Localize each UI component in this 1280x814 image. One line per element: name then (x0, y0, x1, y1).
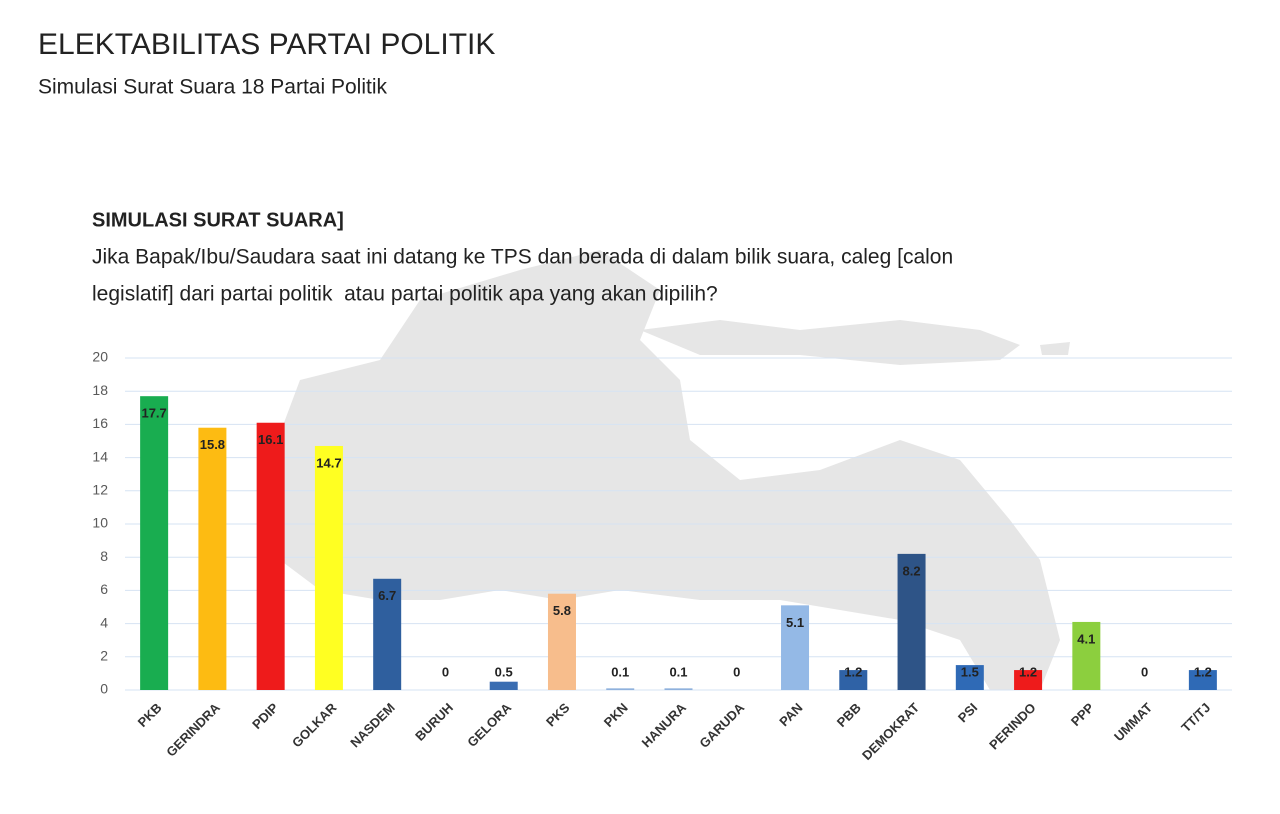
y-tick-label: 0 (100, 681, 108, 697)
bar (781, 605, 810, 690)
x-tick-label: PDIP (249, 700, 281, 732)
x-tick-label: GARUDA (696, 700, 747, 751)
y-tick-label: 20 (92, 349, 108, 365)
bar (373, 578, 402, 690)
bar (955, 665, 984, 690)
value-label: 4.1 (1077, 631, 1095, 646)
bar (314, 445, 343, 690)
question-header: SIMULASI SURAT SUARA] (92, 209, 344, 231)
value-label: 0.5 (495, 664, 513, 679)
title: ELEKTABILITAS PARTAI POLITIK (38, 28, 495, 61)
x-tick-label: DEMOKRAT (859, 700, 922, 763)
y-tick-label: 14 (92, 448, 108, 464)
y-tick-label: 6 (100, 581, 108, 597)
x-tick-label: PPP (1068, 700, 1097, 729)
x-tick-label: PBB (834, 700, 864, 730)
x-tick-label: PSI (955, 700, 980, 725)
bar (489, 681, 518, 690)
value-label: 14.7 (316, 455, 341, 470)
value-label: 0 (733, 664, 740, 679)
x-tick-label: PKN (601, 700, 631, 730)
value-label: 8.2 (903, 563, 921, 578)
value-label: 0.1 (669, 664, 687, 679)
x-tick-label: HANURA (639, 700, 690, 751)
x-tick-label: NASDEM (347, 700, 397, 750)
x-tick-label: UMMAT (1111, 700, 1155, 744)
value-label: 1.2 (1194, 664, 1212, 679)
x-tick-label: GERINDRA (163, 700, 223, 760)
value-label: 5.1 (786, 615, 804, 630)
y-tick-label: 16 (92, 415, 108, 431)
x-tick-label: PKB (135, 700, 165, 730)
value-label: 17.7 (141, 406, 166, 421)
question-line: Jika Bapak/Ibu/Saudara saat ini datang k… (92, 246, 953, 269)
bar (1072, 621, 1101, 690)
x-tick-label: TT/TJ (1178, 700, 1213, 735)
bar (547, 593, 576, 690)
bar (140, 396, 169, 690)
bar (256, 422, 285, 690)
value-label: 1.5 (961, 664, 979, 679)
y-tick-label: 8 (100, 548, 108, 564)
x-tick-label: PERINDO (986, 700, 1038, 752)
x-tick-label: BURUH (412, 700, 456, 744)
bar (198, 427, 227, 690)
bar (664, 688, 693, 690)
x-tick-label: GOLKAR (289, 700, 340, 751)
value-label: 6.7 (378, 588, 396, 603)
y-tick-label: 2 (100, 648, 108, 664)
value-label: 1.2 (844, 664, 862, 679)
x-tick-label: GELORA (464, 700, 514, 750)
value-label: 0 (1141, 664, 1148, 679)
question-line: legislatif] dari partai politik atau par… (92, 283, 718, 306)
map-background (260, 250, 1070, 690)
value-label: 15.8 (200, 437, 225, 452)
value-label: 5.8 (553, 603, 571, 618)
bar (839, 670, 868, 690)
x-tick-label: PKS (543, 700, 573, 730)
x-tick-label: PAN (776, 700, 805, 729)
bar (606, 688, 635, 690)
value-label: 0.1 (611, 664, 629, 679)
y-tick-label: 12 (92, 482, 108, 498)
bar (1188, 670, 1217, 690)
bar (1014, 670, 1043, 690)
subtitle: Simulasi Surat Suara 18 Partai Politik (38, 76, 387, 99)
bar (897, 553, 926, 690)
value-label: 1.2 (1019, 664, 1037, 679)
y-tick-label: 18 (92, 382, 108, 398)
value-label: 0 (442, 664, 449, 679)
value-label: 16.1 (258, 432, 283, 447)
y-tick-label: 10 (92, 515, 108, 531)
y-tick-label: 4 (100, 614, 108, 630)
